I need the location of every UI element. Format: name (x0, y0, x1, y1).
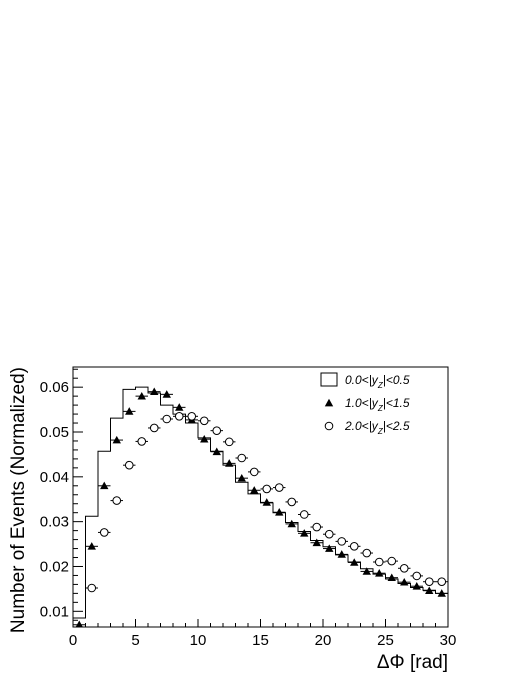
series-histogram (73, 386, 448, 627)
legend-label: 0.0<|yZ|<0.5 (345, 373, 410, 390)
y-tick-label: 0.02 (40, 558, 69, 575)
x-tick-label: 10 (190, 632, 207, 649)
y-tick-label: 0.04 (40, 469, 69, 486)
data-point-circle (99, 528, 109, 537)
data-point-circle (137, 437, 147, 446)
series-circles (85, 412, 448, 593)
data-point-triangle (375, 569, 384, 577)
data-point-triangle (200, 434, 209, 443)
histogram-line (73, 386, 448, 627)
data-point-triangle (437, 589, 446, 597)
data-point-triangle (325, 544, 334, 552)
data-point-triangle (125, 407, 134, 415)
legend-label: 2.0<|yZ|<2.5 (344, 419, 410, 436)
data-point-circle (374, 557, 384, 567)
data-point-triangle (425, 586, 434, 595)
data-point-triangle (400, 577, 409, 586)
data-point-circle (237, 453, 247, 463)
data-point-circle (324, 529, 334, 539)
data-point-circle (162, 414, 172, 424)
x-tick-label: 15 (252, 632, 269, 649)
data-point-circle (312, 522, 322, 532)
data-point-circle (424, 577, 434, 587)
series-triangles (73, 387, 448, 627)
x-axis-title: ΔΦ [rad] (377, 652, 448, 673)
y-tick-label: 0.01 (40, 603, 69, 620)
y-tick-label: 0.03 (40, 514, 69, 531)
y-tick-label: 0.06 (40, 379, 69, 396)
data-point-circle (149, 423, 159, 433)
x-tick-label: 20 (315, 632, 332, 649)
x-tick-label: 30 (440, 632, 457, 649)
data-point-triangle (87, 542, 96, 550)
legend-swatch-histogram (320, 372, 338, 387)
data-point-circle (249, 467, 259, 477)
data-point-triangle (350, 558, 359, 566)
data-point-circle (224, 437, 234, 447)
data-point-triangle (300, 529, 309, 537)
data-point-triangle (112, 435, 121, 444)
data-point-circle (387, 556, 397, 566)
data-point-triangle (412, 582, 421, 590)
data-point-circle (349, 542, 359, 551)
data-point-triangle (75, 620, 83, 627)
y-axis-title: Number of Events (Normalized) (8, 367, 29, 633)
data-point-triangle (100, 481, 109, 490)
data-point-triangle (137, 391, 146, 400)
data-point-triangle (387, 573, 396, 582)
data-point-triangle (212, 447, 221, 456)
data-point-circle (437, 577, 447, 587)
data-point-circle (174, 412, 184, 421)
data-point-circle (412, 571, 422, 581)
data-point-circle (299, 510, 309, 519)
data-point-triangle (275, 508, 284, 516)
legend-swatch-triangle (324, 398, 334, 407)
data-point-triangle (150, 387, 159, 396)
y-tick-label: 0.05 (40, 424, 69, 441)
axes: 0 5 10 15 20 25 30 0.01 0.02 0.03 0.04 0.05 0.06 (40, 368, 457, 649)
data-point-triangle (175, 403, 184, 411)
x-tick-label: 5 (131, 632, 139, 649)
data-point-circle (112, 496, 122, 505)
data-point-circle (274, 483, 284, 492)
data-point-triangle (337, 550, 346, 558)
data-point-triangle (262, 498, 271, 506)
data-point-circle (399, 563, 409, 573)
legend: 0.0<|yZ|<0.5 1.0<|yZ|<1.5 2.0<|yZ|<2.5 (320, 372, 410, 436)
data-point-triangle (162, 390, 171, 398)
data-point-circle (362, 548, 372, 558)
data-point-circle (187, 412, 197, 421)
legend-label: 1.0<|yZ|<1.5 (345, 396, 410, 413)
x-tick-label: 25 (377, 632, 394, 649)
data-point-circle (337, 537, 347, 546)
data-point-triangle (237, 473, 246, 482)
data-point-triangle (250, 486, 259, 494)
data-point-circle (212, 426, 222, 435)
data-point-circle (87, 583, 97, 593)
data-point-triangle (312, 538, 321, 547)
data-point-triangle (362, 567, 371, 575)
data-point-triangle (225, 459, 234, 467)
data-point-circle (287, 497, 297, 507)
plot-marks (73, 386, 448, 627)
x-tick-label: 0 (69, 632, 77, 649)
data-point-triangle (287, 519, 296, 528)
legend-swatch-circle (324, 421, 334, 431)
data-point-circle (262, 484, 272, 494)
data-point-circle (199, 416, 209, 426)
data-point-circle (124, 460, 134, 470)
